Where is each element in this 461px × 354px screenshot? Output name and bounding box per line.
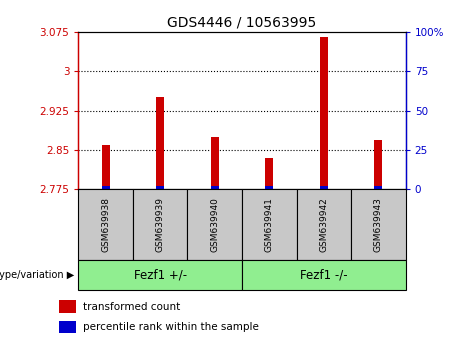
Bar: [101, 145, 110, 189]
Bar: [133, 189, 188, 260]
Text: Fezf1 -/-: Fezf1 -/-: [300, 269, 348, 282]
Bar: [211, 137, 219, 189]
Bar: [265, 158, 273, 189]
Text: GSM639941: GSM639941: [265, 197, 274, 252]
Bar: [320, 186, 328, 189]
Bar: [242, 260, 406, 290]
Bar: [78, 189, 133, 260]
Text: transformed count: transformed count: [83, 302, 180, 312]
Bar: [320, 37, 328, 189]
Bar: [242, 189, 296, 260]
Bar: [156, 97, 164, 189]
Bar: [265, 186, 273, 189]
Bar: [59, 321, 77, 333]
Text: genotype/variation ▶: genotype/variation ▶: [0, 270, 74, 280]
Bar: [351, 189, 406, 260]
Text: percentile rank within the sample: percentile rank within the sample: [83, 322, 259, 332]
Bar: [374, 186, 383, 189]
Bar: [101, 186, 110, 189]
Bar: [156, 186, 164, 189]
Text: GSM639939: GSM639939: [156, 197, 165, 252]
Text: GSM639938: GSM639938: [101, 197, 110, 252]
Bar: [296, 189, 351, 260]
Text: GSM639940: GSM639940: [210, 197, 219, 252]
Bar: [59, 301, 77, 313]
Title: GDS4446 / 10563995: GDS4446 / 10563995: [167, 15, 317, 29]
Text: GSM639942: GSM639942: [319, 198, 328, 252]
Text: Fezf1 +/-: Fezf1 +/-: [134, 269, 187, 282]
Text: GSM639943: GSM639943: [374, 197, 383, 252]
Bar: [374, 139, 383, 189]
Bar: [188, 189, 242, 260]
Bar: [78, 260, 242, 290]
Bar: [211, 186, 219, 189]
